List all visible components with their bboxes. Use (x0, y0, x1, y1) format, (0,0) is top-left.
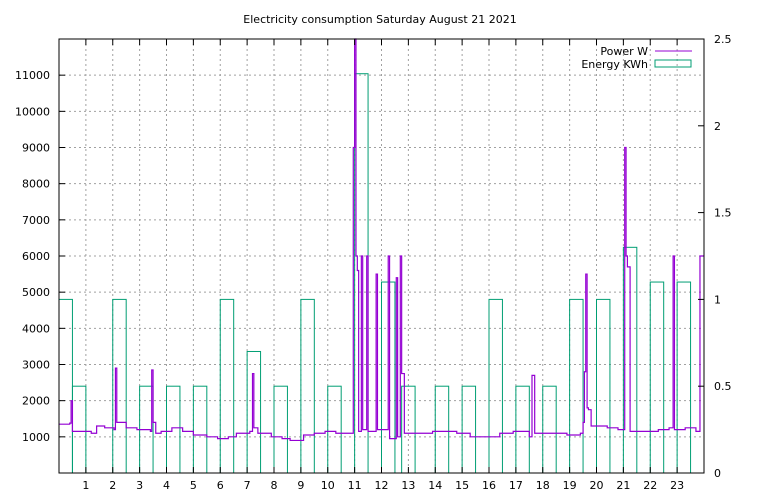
y-tick-label: 7000 (22, 214, 50, 227)
x-tick-label: 17 (509, 479, 523, 492)
energy-bar (569, 298, 584, 474)
x-tick-label: 2 (109, 479, 116, 492)
energy-bar (71, 385, 87, 474)
x-tick-label: 4 (163, 479, 170, 492)
x-tick-label: 9 (297, 479, 304, 492)
energy-bar (112, 298, 127, 474)
x-tick-label: 1 (82, 479, 89, 492)
y2-tick-label: 2.5 (714, 33, 732, 46)
y-tick-label: 11000 (15, 69, 50, 82)
chart-title: Electricity consumption Saturday August … (243, 13, 516, 26)
legend-energy-label: Energy KWh (581, 58, 648, 71)
x-tick-label: 13 (401, 479, 415, 492)
x-tick-label: 5 (190, 479, 197, 492)
energy-bar (273, 385, 288, 474)
x-tick-label: 21 (616, 479, 630, 492)
x-tick-label: 14 (428, 479, 442, 492)
x-tick-label: 22 (643, 479, 657, 492)
x-tick-label: 15 (455, 479, 469, 492)
x-tick-label: 23 (670, 479, 684, 492)
y-tick-label: 9000 (22, 142, 50, 155)
power-line (59, 38, 704, 442)
y-tick-label: 3000 (22, 359, 50, 372)
power-series (59, 38, 704, 442)
energy-bar (515, 385, 530, 474)
x-tick-label: 11 (348, 479, 362, 492)
energy-bar (166, 385, 181, 474)
y-tick-label: 4000 (22, 322, 50, 335)
y-tick-label: 2000 (22, 395, 50, 408)
legend-power-label: Power W (600, 45, 648, 58)
energy-bar (219, 298, 235, 474)
x-tick-label: 19 (563, 479, 577, 492)
x-tick-label: 8 (271, 479, 278, 492)
y-tick-label: 5000 (22, 286, 50, 299)
axis-ticks: 1 2 3 4 5 6 7 8 9 10 11 12 13 14 15 16 17 18 19 20 21 22 23100… (15, 33, 732, 492)
x-tick-label: 7 (244, 479, 251, 492)
legend: Power W Energy KWh (581, 45, 692, 71)
energy-bar (58, 298, 73, 474)
energy-bar (300, 298, 315, 474)
energy-bar (461, 385, 477, 474)
y-tick-label: 8000 (22, 178, 50, 191)
energy-bar (434, 385, 450, 474)
x-tick-label: 16 (482, 479, 496, 492)
energy-bar (542, 385, 557, 474)
energy-bar (676, 281, 692, 474)
y2-tick-label: 0.5 (714, 380, 732, 393)
y2-tick-label: 2 (714, 120, 721, 133)
y2-tick-label: 1.5 (714, 207, 732, 220)
x-tick-label: 3 (136, 479, 143, 492)
energy-bar (327, 385, 342, 474)
y-tick-label: 1000 (22, 431, 50, 444)
legend-energy-swatch (654, 59, 692, 68)
x-tick-label: 12 (375, 479, 389, 492)
energy-bar (596, 298, 611, 474)
energy-bar (192, 385, 208, 474)
y-tick-label: 10000 (15, 105, 50, 118)
x-tick-label: 10 (321, 479, 335, 492)
y2-tick-label: 1 (714, 293, 721, 306)
y-tick-label: 6000 (22, 250, 50, 263)
x-tick-label: 20 (590, 479, 604, 492)
energy-bar (488, 298, 503, 474)
y2-tick-label: 0 (714, 467, 721, 480)
x-tick-label: 6 (217, 479, 224, 492)
energy-series (58, 73, 692, 474)
energy-bar (649, 281, 665, 474)
x-tick-label: 18 (536, 479, 550, 492)
